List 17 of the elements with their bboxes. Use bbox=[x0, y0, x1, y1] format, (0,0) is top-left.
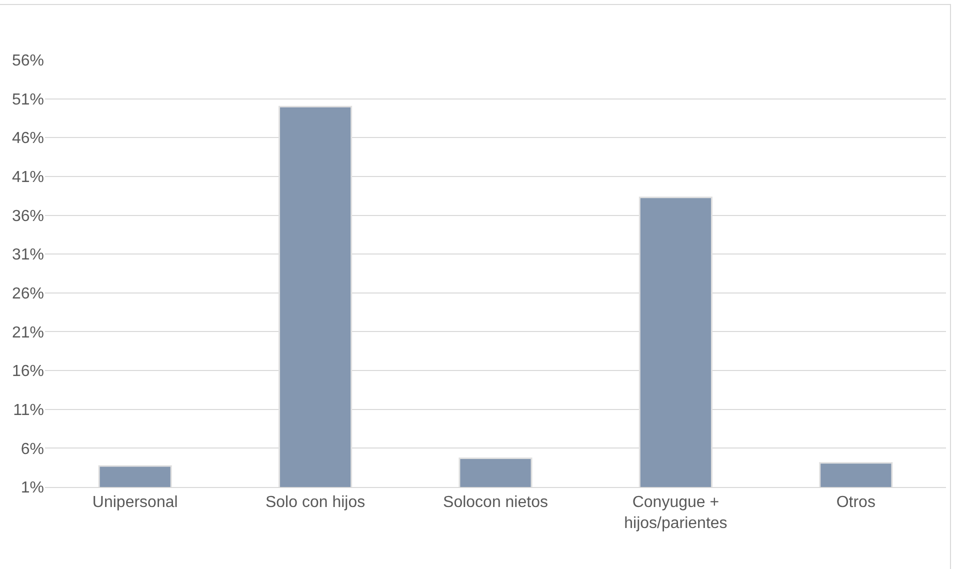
x-tick-label: Solocon nietos bbox=[443, 494, 548, 512]
y-tick-label: 1% bbox=[20, 480, 44, 497]
y-tick-label: 56% bbox=[12, 52, 44, 70]
x-tick-label: Otros bbox=[836, 494, 876, 512]
y-tick-label: 16% bbox=[12, 363, 44, 380]
y-tick-label: 51% bbox=[12, 91, 44, 108]
x-tick-label: Unipersonal bbox=[92, 494, 178, 512]
y-tick-label: 11% bbox=[13, 402, 44, 419]
x-tick-label: Conyugue + hijos/parientes bbox=[624, 494, 728, 532]
y-tick-label: 46% bbox=[12, 130, 44, 148]
x-tick-label: Solo con hijos bbox=[265, 494, 366, 512]
y-tick-label: 6% bbox=[20, 440, 44, 458]
y-tick-label: 41% bbox=[12, 169, 44, 186]
y-tick-label: 31% bbox=[12, 246, 44, 264]
y-tick-label: 21% bbox=[12, 324, 44, 342]
y-tick-label: 36% bbox=[12, 208, 44, 225]
y-tick-label: 26% bbox=[12, 286, 44, 303]
